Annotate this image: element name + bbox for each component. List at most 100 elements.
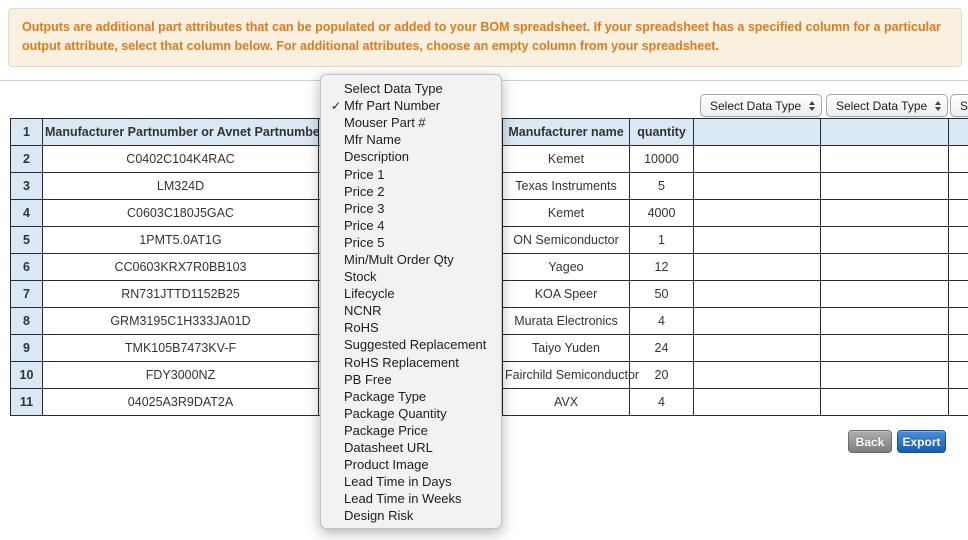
menu-item[interactable]: Price 2 (321, 183, 501, 200)
menu-item-label: Price 3 (344, 200, 385, 216)
column-select-2[interactable]: Select Data Type (826, 94, 948, 117)
row-number: 5 (10, 226, 43, 254)
menu-item[interactable]: Suggested Replacement (321, 336, 501, 353)
cell-part-number: FDY3000NZ (42, 361, 319, 389)
menu-item-label: Price 5 (344, 234, 385, 250)
menu-item-label: RoHS (344, 320, 379, 336)
header-part-number: Manufacturer Partnumber or Avnet Partnum… (42, 118, 319, 146)
menu-item[interactable]: Description (321, 148, 501, 165)
cell-empty (693, 253, 821, 281)
menu-item-label: Price 2 (344, 183, 385, 199)
cell-empty (820, 334, 949, 362)
cell-empty (820, 199, 949, 227)
row-number: 2 (10, 145, 43, 173)
cell-empty (693, 172, 821, 200)
cell-quantity: 10000 (629, 145, 694, 173)
cell-empty (693, 307, 821, 335)
export-button[interactable]: Export (897, 430, 946, 453)
cell-empty (820, 388, 949, 416)
cell-empty (820, 361, 949, 389)
row-number: 11 (10, 388, 43, 416)
cell-empty (948, 361, 968, 389)
row-number: 3 (10, 172, 43, 200)
menu-item[interactable]: Datasheet URL (321, 439, 501, 456)
menu-item[interactable]: PB Free (321, 371, 501, 388)
menu-item[interactable]: Lead Time in Weeks (321, 490, 501, 507)
menu-item-label: Product Image (344, 457, 429, 473)
row-number: 6 (10, 253, 43, 281)
menu-item[interactable]: Package Quantity (321, 405, 501, 422)
cell-manufacturer-name: Kemet (502, 199, 630, 227)
column-select-3-label: Select Data Type (960, 98, 968, 113)
cell-empty (693, 334, 821, 362)
cell-manufacturer-name: AVX (502, 388, 630, 416)
header-manufacturer-name: Manufacturer name (502, 118, 630, 146)
info-banner-text: Outputs are additional part attributes t… (22, 20, 941, 54)
cell-quantity: 24 (629, 334, 694, 362)
menu-item[interactable]: Price 4 (321, 217, 501, 234)
cell-part-number: RN731JTTD1152B25 (42, 280, 319, 308)
cell-manufacturer-name: ON Semiconductor (502, 226, 630, 254)
menu-item-label: Description (344, 149, 410, 165)
menu-item[interactable]: Lifecycle (321, 285, 501, 302)
menu-item[interactable]: Min/Mult Order Qty (321, 251, 501, 268)
menu-item[interactable]: Select Data Type (321, 80, 501, 97)
menu-item[interactable]: RoHS (321, 319, 501, 336)
menu-item[interactable]: Package Type (321, 388, 501, 405)
menu-item[interactable]: Package Price (321, 422, 501, 439)
cell-empty (820, 280, 949, 308)
row-number: 7 (10, 280, 43, 308)
cell-part-number: 1PMT5.0AT1G (42, 226, 319, 254)
back-button[interactable]: Back (848, 430, 892, 453)
cell-manufacturer-name: Yageo (502, 253, 630, 281)
cell-empty (948, 199, 968, 227)
column-select-2-label: Select Data Type (836, 98, 928, 113)
menu-item[interactable]: Stock (321, 268, 501, 285)
menu-item[interactable]: NCNR (321, 302, 501, 319)
column-select-1[interactable]: Select Data Type (700, 94, 822, 117)
menu-item[interactable]: Mouser Part # (321, 114, 501, 131)
cell-part-number: C0402C104K4RAC (42, 145, 319, 173)
cell-empty (693, 361, 821, 389)
menu-item-label: RoHS Replacement (344, 354, 459, 370)
cell-empty (948, 388, 968, 416)
menu-item[interactable]: RoHS Replacement (321, 354, 501, 371)
menu-item[interactable]: Design Risk (321, 507, 501, 524)
cell-quantity: 20 (629, 361, 694, 389)
row-number: 8 (10, 307, 43, 335)
cell-empty (948, 145, 968, 173)
column-select-3[interactable]: Select Data Type (950, 94, 968, 117)
menu-item-label: Lead Time in Weeks (344, 491, 462, 507)
menu-item[interactable]: Price 3 (321, 200, 501, 217)
cell-quantity: 12 (629, 253, 694, 281)
menu-item-label: Mouser Part # (344, 115, 426, 131)
menu-item-label: Select Data Type (344, 81, 443, 97)
cell-empty (820, 307, 949, 335)
menu-item-label: PB Free (344, 371, 392, 387)
cell-empty (948, 307, 968, 335)
menu-item[interactable]: Price 1 (321, 165, 501, 182)
cell-part-number: GRM3195C1H333JA01D (42, 307, 319, 335)
cell-quantity: 4 (629, 307, 694, 335)
cell-empty (820, 145, 949, 173)
menu-item-label: Min/Mult Order Qty (344, 251, 454, 267)
menu-item[interactable]: Price 5 (321, 234, 501, 251)
menu-item[interactable]: Product Image (321, 456, 501, 473)
cell-manufacturer-name: KOA Speer (502, 280, 630, 308)
cell-part-number: TMK105B7473KV-F (42, 334, 319, 362)
menu-item-label: Price 1 (344, 166, 385, 182)
select-arrows-icon (809, 100, 815, 111)
cell-manufacturer-name: Kemet (502, 145, 630, 173)
cell-empty (693, 280, 821, 308)
cell-empty (948, 253, 968, 281)
cell-quantity: 50 (629, 280, 694, 308)
cell-empty (948, 334, 968, 362)
menu-item[interactable]: ✓ Mfr Part Number (321, 97, 501, 114)
cell-part-number: CC0603KRX7R0BB103 (42, 253, 319, 281)
cell-quantity: 4 (629, 388, 694, 416)
menu-item[interactable]: Lead Time in Days (321, 473, 501, 490)
cell-quantity: 4000 (629, 199, 694, 227)
menu-item-label: Stock (344, 269, 377, 285)
menu-item[interactable]: Mfr Name (321, 131, 501, 148)
